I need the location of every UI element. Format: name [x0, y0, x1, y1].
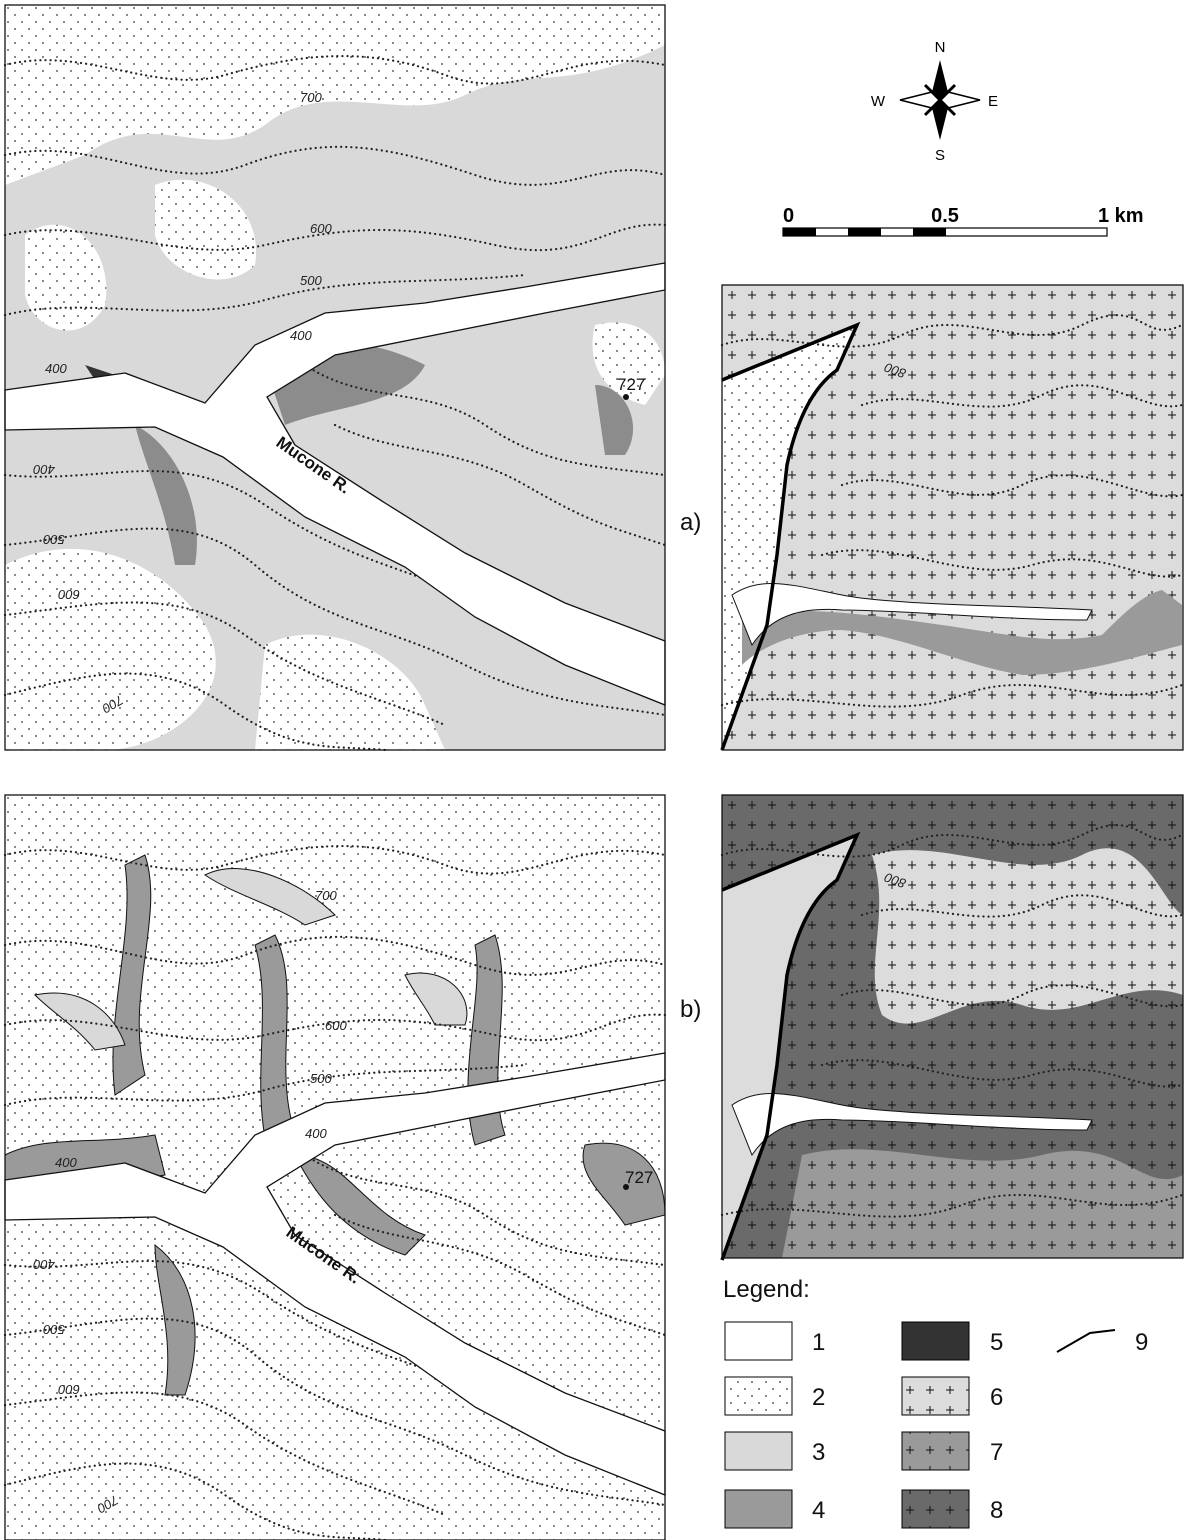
contour-label: 500: [300, 273, 322, 288]
compass-label: N: [935, 39, 946, 56]
panel-label: a): [680, 509, 701, 536]
figure: 700 600 500 400 400 400 500 600 700 727 …: [0, 0, 1187, 1540]
map-a: 700 600 500 400 400 400 500 600 700 727 …: [5, 5, 665, 750]
scale-bar: 0 0.5 1 km: [783, 205, 1144, 236]
panel-label: b): [680, 996, 701, 1023]
legend-swatch: [725, 1322, 792, 1360]
contour-label: 400: [55, 1155, 77, 1170]
legend: Legend: 1 2 3 4 5 6 7 8 9: [723, 1276, 1148, 1528]
scale-label: 0.5: [931, 205, 959, 227]
compass-label: E: [988, 93, 998, 110]
contour-label: 400: [290, 328, 312, 343]
legend-label: 9: [1135, 1329, 1148, 1356]
legend-swatch: [902, 1322, 969, 1360]
legend-swatch: [1057, 1330, 1115, 1352]
contour-label: 500: [310, 1071, 332, 1086]
legend-label: 3: [812, 1439, 825, 1466]
legend-swatch: [902, 1490, 969, 1528]
legend-label: 7: [990, 1439, 1003, 1466]
inset-b: 800: [722, 795, 1183, 1260]
contour-label: 400: [45, 361, 67, 376]
legend-label: 2: [812, 1384, 825, 1411]
map-b: 700 600 500 400 400 400 500 600 700 727 …: [5, 795, 665, 1540]
legend-swatch: [725, 1490, 792, 1528]
legend-swatch: [725, 1432, 792, 1470]
compass-label: S: [935, 147, 945, 164]
contour-label: 600: [310, 221, 332, 236]
legend-label: 4: [812, 1497, 825, 1524]
contour-label: 400: [33, 462, 55, 477]
legend-swatch: [725, 1377, 792, 1415]
inset-a: 800: [722, 285, 1183, 750]
contour-label: 500: [43, 1322, 65, 1337]
legend-title: Legend:: [723, 1276, 810, 1303]
contour-label: 700: [300, 90, 322, 105]
map-feature: [913, 228, 946, 236]
map-feature: [783, 228, 816, 236]
legend-label: 5: [990, 1329, 1003, 1356]
peak-label: 727: [625, 1168, 653, 1187]
compass: N W E S: [871, 39, 998, 164]
scale-label: 1 km: [1098, 205, 1144, 227]
contour-label: 500: [43, 532, 65, 547]
page: {"compass": {"n": "N", "w": "W", "e": "E…: [0, 0, 1187, 1540]
contour-label: 700: [315, 888, 337, 903]
legend-swatch: [902, 1377, 969, 1415]
compass-label: W: [871, 93, 886, 110]
scale-label: 0: [783, 205, 794, 227]
contour-label: 400: [33, 1257, 55, 1272]
legend-label: 1: [812, 1329, 825, 1356]
map-feature: [848, 228, 881, 236]
legend-swatch: [902, 1432, 969, 1470]
contour-label: 600: [58, 587, 80, 602]
peak-label: 727: [617, 375, 645, 394]
zone-7: [782, 1149, 1183, 1258]
contour-label: 600: [325, 1018, 347, 1033]
contour-label: 400: [305, 1126, 327, 1141]
legend-label: 8: [990, 1497, 1003, 1524]
contour-label: 600: [58, 1382, 80, 1397]
legend-label: 6: [990, 1384, 1003, 1411]
